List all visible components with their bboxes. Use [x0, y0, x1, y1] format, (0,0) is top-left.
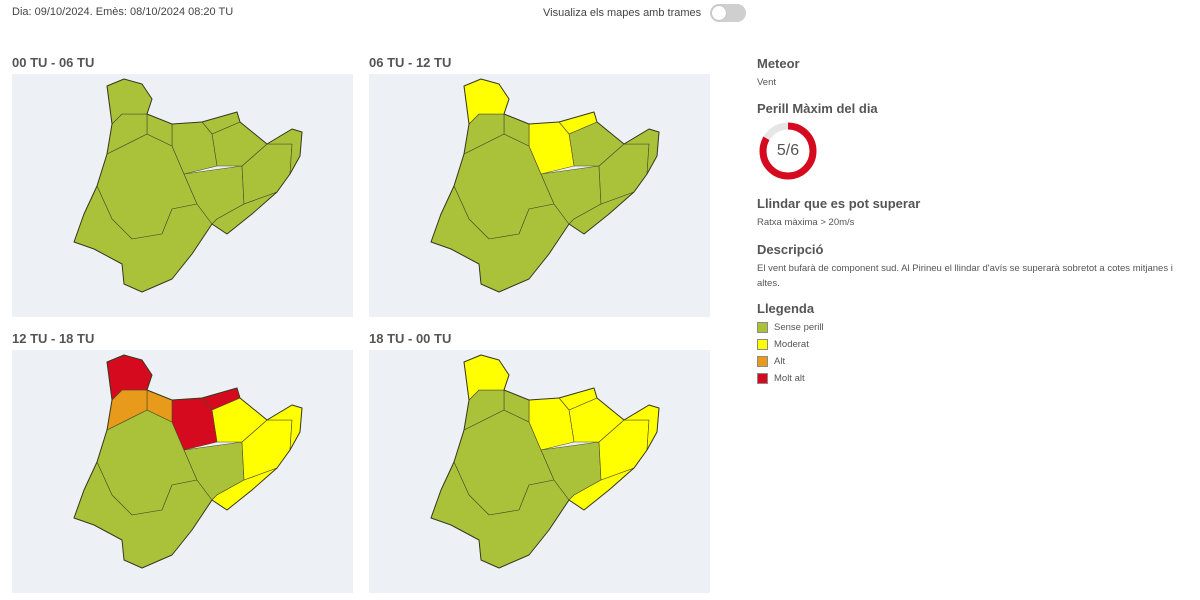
catalonia-map-00-06 [73, 78, 303, 293]
meteor-value: Vent [757, 77, 777, 88]
pattern-toggle-group: Visualiza els mapes amb trames [543, 4, 747, 22]
legend-swatch [757, 322, 768, 333]
map-panel-00-06[interactable] [12, 74, 353, 317]
catalonia-outline [430, 354, 660, 569]
catalonia-map-06-12 [430, 78, 660, 293]
legend-item-alt: Alt [757, 353, 1187, 370]
legend-heading: Llegenda [757, 301, 815, 316]
meteor-heading: Meteor [757, 56, 800, 71]
ring-fill [759, 122, 817, 180]
catalonia-outline [430, 78, 660, 293]
legend-label: Alt [774, 356, 786, 367]
catalonia-outline [73, 354, 303, 569]
map-title-06-12: 06 TU - 12 TU [369, 55, 452, 70]
legend-label: Molt alt [774, 373, 805, 384]
threshold-value: Ratxa màxima > 20m/s [757, 217, 855, 228]
legend-swatch [757, 339, 768, 350]
warning-info-panel: Meteor Vent Perill Màxim del dia 5/6 Lli… [757, 56, 1187, 387]
map-panel-12-18[interactable] [12, 350, 353, 593]
description-heading: Descripció [757, 242, 824, 257]
max-danger-gauge: 5/6 [757, 120, 819, 182]
legend-label: Sense perill [774, 322, 824, 333]
issue-date-text: Dia: 09/10/2024. Emès: 08/10/2024 08:20 … [12, 6, 234, 18]
map-panel-18-00[interactable] [369, 350, 710, 593]
danger-ring-icon [759, 122, 817, 180]
legend-swatch [757, 356, 768, 367]
map-title-18-00: 18 TU - 00 TU [369, 331, 452, 346]
toggle-knob [712, 6, 727, 20]
threshold-heading: Llindar que es pot superar [757, 196, 921, 211]
pattern-toggle-label: Visualiza els mapes amb trames [543, 7, 702, 19]
map-title-00-06: 00 TU - 06 TU [12, 55, 95, 70]
max-danger-value: 5/6 [776, 142, 800, 159]
legend-item-sense-perill: Sense perill [757, 319, 1187, 336]
legend-label: Moderat [774, 339, 809, 350]
legend-item-moderat: Moderat [757, 336, 1187, 353]
map-panel-06-12[interactable] [369, 74, 710, 317]
legend-item-molt-alt: Molt alt [757, 370, 1187, 387]
legend-list: Sense perill Moderat Alt Molt alt [757, 319, 1187, 387]
catalonia-map-18-00 [430, 354, 660, 569]
catalonia-map-12-18 [73, 354, 303, 569]
max-danger-heading: Perill Màxim del dia [757, 101, 878, 116]
legend-swatch [757, 373, 768, 384]
pattern-toggle-switch[interactable] [710, 4, 747, 22]
map-title-12-18: 12 TU - 18 TU [12, 331, 95, 346]
catalonia-outline [73, 78, 303, 293]
description-text: El vent bufarà de component sud. Al Piri… [757, 263, 1173, 289]
